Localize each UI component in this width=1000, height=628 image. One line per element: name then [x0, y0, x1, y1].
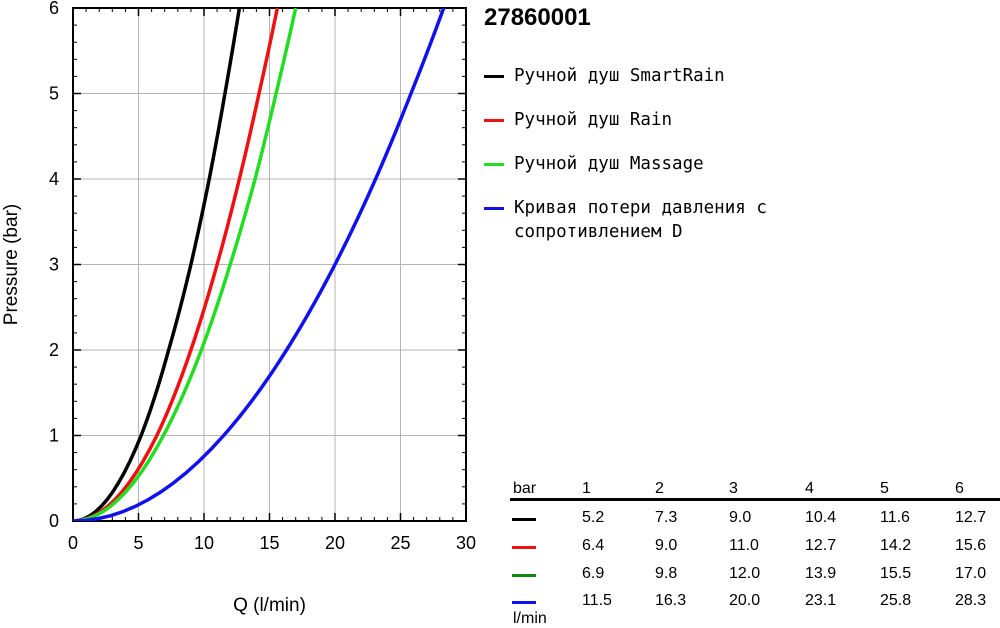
- table-cell: 9.0: [655, 537, 678, 554]
- y-tick-label: 5: [49, 84, 59, 104]
- x-tick-label: 15: [259, 533, 279, 553]
- legend-label: Ручной душ Rain: [514, 110, 673, 130]
- legend-item-rain: Ручной душ Rain: [484, 108, 994, 132]
- table-row-swatch-black: [512, 518, 536, 521]
- table-cell: 15.6: [955, 537, 987, 554]
- table-cell: 12.7: [805, 537, 837, 554]
- legend-label-continued: сопротивлением D: [514, 222, 683, 242]
- model-number-title: 27860001: [484, 4, 591, 31]
- legend-item-massage: Ручной душ Massage: [484, 152, 994, 176]
- y-tick-label: 0: [49, 511, 59, 531]
- x-tick-label: 10: [194, 533, 214, 553]
- legend-item-pressure-loss: Кривая потери давления с сопротивлением …: [484, 196, 994, 244]
- y-axis-title: Pressure (bar): [1, 204, 22, 325]
- chart-legend: Ручной душ SmartRain Ручной душ Rain Руч…: [484, 64, 994, 264]
- legend-swatch-red: [484, 119, 504, 122]
- x-axis-title: Q (l/min): [233, 595, 306, 616]
- table-cell: 6.4: [582, 537, 605, 554]
- x-tick-label: 20: [325, 533, 345, 553]
- table-cell: 15.5: [880, 565, 912, 582]
- table-cell: 7.3: [655, 509, 678, 526]
- table-cell: 10.4: [805, 509, 837, 526]
- table-cell: 5.2: [582, 509, 605, 526]
- table-cell: 17.0: [955, 565, 987, 582]
- series-line-1: [73, 8, 280, 521]
- table-cell: 11.0: [729, 537, 759, 554]
- table-cell: 20.0: [729, 592, 761, 609]
- table-cell: 12.7: [955, 509, 987, 526]
- table-cell: 9.8: [655, 565, 678, 582]
- table-cell: 9.0: [729, 509, 752, 526]
- y-tick-label: 4: [49, 169, 59, 189]
- series-line-3: [73, 8, 446, 521]
- legend-label: Ручной душ Massage: [514, 154, 704, 174]
- x-tick-label: 30: [456, 533, 476, 553]
- table-cell: 12.0: [729, 565, 761, 582]
- table-cell: 14.2: [880, 537, 912, 554]
- y-tick-label: 6: [49, 0, 59, 18]
- table-unit-label: l/min: [513, 610, 547, 627]
- y-tick-label: 3: [49, 255, 59, 275]
- table-cell: 23.1: [805, 592, 837, 609]
- x-tick-label: 25: [390, 533, 410, 553]
- table-header-unit: bar: [513, 480, 537, 497]
- table-header-pressure: 6: [955, 480, 964, 497]
- table-header-pressure: 5: [880, 480, 889, 497]
- table-header-pressure: 2: [655, 480, 664, 497]
- table-header-pressure: 4: [805, 480, 814, 497]
- legend-item-smartrain: Ручной душ SmartRain: [484, 64, 994, 88]
- legend-label: Ручной душ SmartRain: [514, 66, 725, 86]
- x-tick-label: 5: [133, 533, 143, 553]
- series-line-2: [73, 8, 298, 521]
- y-tick-label: 1: [49, 426, 59, 446]
- table-cell: 6.9: [582, 565, 605, 582]
- series-line-0: [73, 8, 242, 521]
- table-cell: 25.8: [880, 592, 912, 609]
- table-header-rule: [510, 498, 1000, 501]
- x-tick-label: 0: [68, 533, 78, 553]
- y-tick-label: 2: [49, 340, 59, 360]
- table-cell: 16.3: [655, 592, 687, 609]
- legend-swatch-blue: [484, 207, 504, 210]
- legend-label: Кривая потери давления с: [514, 198, 767, 218]
- table-row-swatch-blue: [512, 601, 536, 604]
- table-cell: 28.3: [955, 592, 987, 609]
- table-row-swatch-red: [512, 546, 536, 549]
- table-cell: 13.9: [805, 565, 837, 582]
- table-header-pressure: 3: [729, 480, 738, 497]
- pressure-flow-chart: 0 5 10 15 20 25 30 0 1 2 3 4 5 6 Q (l/min) Pressure (ba…: [1, 0, 476, 616]
- table-cell: 11.5: [582, 592, 612, 609]
- table-row-swatch-green: [512, 574, 536, 577]
- table-cell: 11.6: [880, 509, 910, 526]
- legend-swatch-green: [484, 163, 504, 166]
- table-header-pressure: 1: [582, 480, 591, 497]
- legend-swatch-black: [484, 75, 504, 78]
